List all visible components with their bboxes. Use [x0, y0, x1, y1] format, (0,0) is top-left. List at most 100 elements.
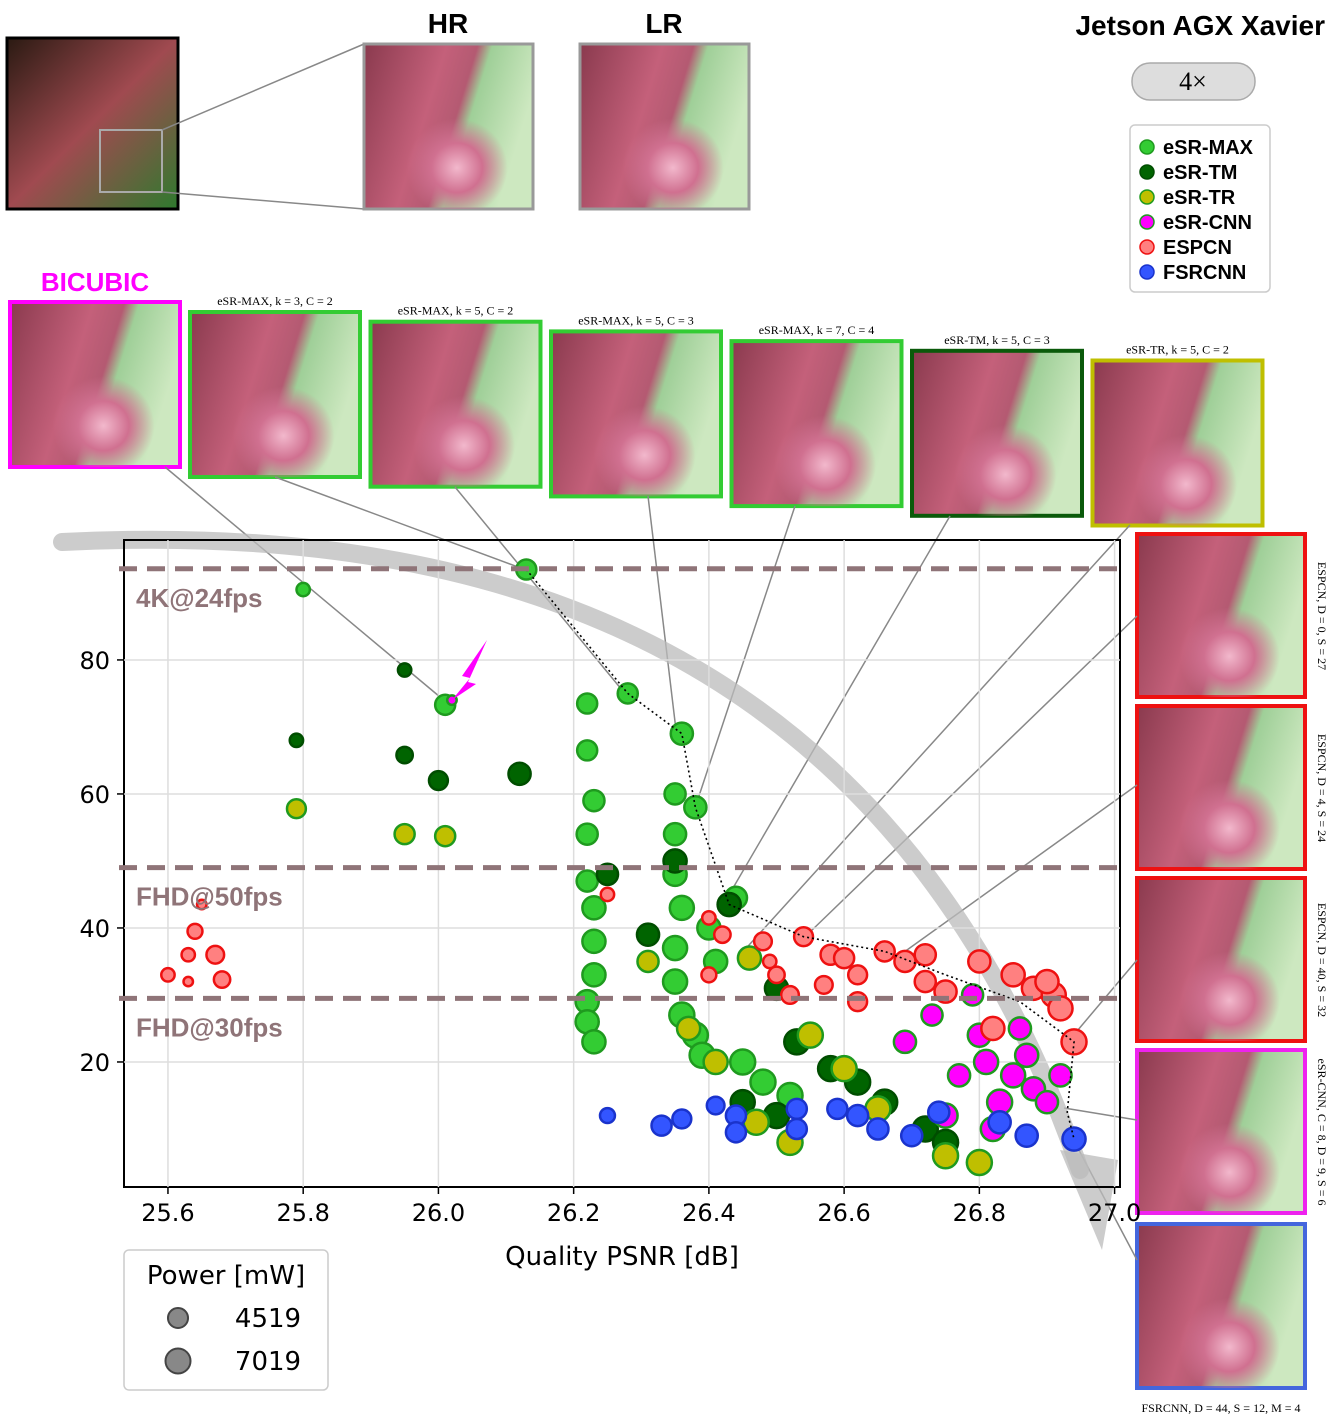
data-point	[781, 986, 799, 1004]
inset	[364, 44, 533, 209]
data-point	[894, 951, 915, 972]
data-point	[827, 1099, 847, 1119]
legend-marker	[1140, 215, 1154, 229]
data-point	[398, 663, 411, 676]
inset-shade	[1137, 706, 1305, 869]
data-point	[672, 1109, 691, 1128]
data-point	[848, 992, 867, 1011]
data-point	[981, 1017, 1004, 1040]
inset-shade	[1137, 878, 1305, 1041]
y-tick-label: 40	[79, 915, 110, 943]
data-point	[989, 1111, 1011, 1133]
inset-shade	[912, 351, 1082, 516]
data-point	[968, 950, 990, 972]
size-label: 4519	[235, 1304, 301, 1334]
x-tick-label: 26.0	[412, 1199, 465, 1227]
data-point	[1035, 970, 1058, 993]
data-point	[600, 1108, 615, 1123]
x-tick-label: 26.2	[547, 1199, 600, 1227]
data-point	[834, 948, 854, 968]
data-point	[663, 936, 687, 960]
reference-label: 4K@24fps	[136, 583, 263, 613]
legend-label: eSR-TR	[1163, 187, 1236, 209]
data-point	[206, 946, 224, 964]
data-point	[182, 948, 195, 961]
inset-shade	[1137, 534, 1305, 697]
trend-arrow	[62, 540, 1080, 1170]
data-point	[582, 930, 605, 953]
side-insets: ESPCN, D = 0, S = 27ESPCN, D = 4, S = 24…	[1137, 534, 1329, 1415]
data-point	[1049, 1064, 1071, 1086]
data-point	[188, 924, 203, 939]
data-point	[1062, 1127, 1085, 1150]
data-point	[1015, 1044, 1038, 1067]
inset-caption: eSR-TM, k = 5, C = 3	[944, 333, 1050, 347]
data-point	[637, 924, 659, 946]
x-tick-label: 26.4	[682, 1199, 735, 1227]
x-tick-label: 26.6	[817, 1199, 870, 1227]
title: Jetson AGX Xavier	[1075, 10, 1325, 41]
data-point	[848, 965, 867, 984]
bicubic-label: BICUBIC	[41, 267, 150, 297]
data-point	[435, 826, 455, 846]
data-point	[1009, 1017, 1031, 1039]
data-point	[915, 971, 936, 992]
data-point	[582, 1030, 605, 1053]
legend-label: eSR-CNN	[1163, 212, 1252, 234]
data-point	[664, 823, 686, 845]
reference-label: FHD@30fps	[136, 1012, 283, 1042]
data-point	[707, 1097, 725, 1115]
legend-label: eSR-MAX	[1163, 137, 1254, 159]
source-image	[7, 38, 178, 209]
data-point	[287, 799, 306, 818]
pointer-arrow	[452, 640, 487, 700]
data-point	[701, 967, 716, 982]
connector	[162, 44, 364, 130]
inset-shade	[1137, 1050, 1305, 1213]
data-point	[184, 977, 193, 986]
data-point	[847, 1105, 868, 1126]
data-point	[396, 747, 412, 763]
legend-label: eSR-TM	[1163, 162, 1237, 184]
data-point	[754, 933, 772, 951]
legend-marker	[1140, 240, 1154, 254]
inset-shade	[1137, 1224, 1305, 1388]
data-point	[974, 1050, 998, 1074]
data-point	[297, 583, 310, 596]
data-point	[601, 888, 614, 901]
data-point	[921, 1005, 942, 1026]
data-point	[967, 1150, 992, 1175]
x-axis-label: Quality PSNR [dB]	[505, 1242, 739, 1272]
data-point	[744, 1110, 769, 1135]
data-point	[894, 1031, 916, 1053]
inset-shade	[1093, 361, 1263, 526]
legend-label: FSRCNN	[1163, 262, 1246, 284]
data-point	[787, 1099, 807, 1119]
data-point	[730, 1049, 755, 1074]
data-point	[867, 1118, 888, 1139]
data-point	[637, 951, 658, 972]
data-point	[670, 896, 694, 920]
inset-shade	[732, 341, 902, 506]
data-point	[702, 911, 715, 924]
hr-label: HR	[428, 8, 468, 39]
lr-label: LR	[645, 8, 682, 39]
inset-shade	[371, 322, 541, 487]
inset	[580, 44, 749, 209]
inset-caption: FSRCNN, D = 44, S = 12, M = 4	[1142, 1401, 1301, 1415]
inset-caption: eSR-CNN, C = 8, D = 9, S = 6	[1315, 1059, 1329, 1206]
data-point	[815, 976, 833, 994]
data-point	[577, 871, 598, 892]
data-point	[583, 790, 604, 811]
inset-caption: eSR-MAX, k = 5, C = 2	[398, 304, 514, 318]
data-point	[1002, 963, 1025, 986]
inset-shade	[551, 331, 721, 496]
data-point	[684, 796, 706, 818]
size-legend-title: Power [mW]	[147, 1261, 305, 1291]
inset-shade	[190, 312, 360, 477]
legend-marker	[1140, 265, 1154, 279]
data-point	[161, 968, 174, 981]
data-point	[429, 771, 448, 790]
data-point	[395, 824, 415, 844]
